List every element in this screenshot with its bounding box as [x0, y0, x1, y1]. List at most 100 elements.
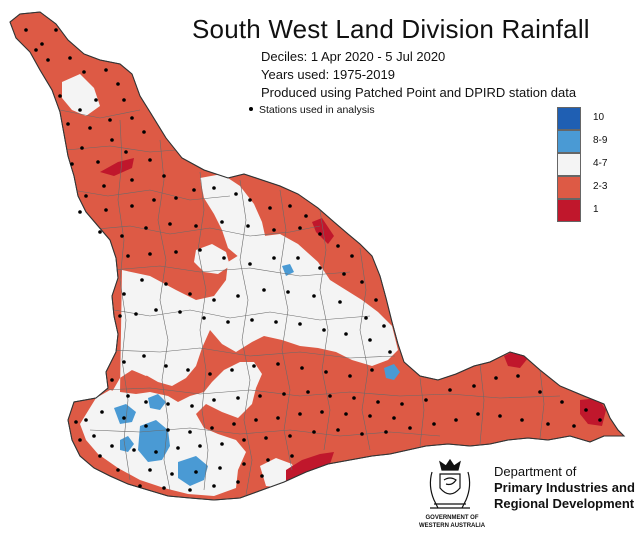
- years-used: Years used: 1975-2019: [261, 67, 395, 82]
- station-dot: [144, 424, 148, 428]
- station-dot: [300, 366, 304, 370]
- station-dot: [92, 434, 96, 438]
- station-dot: [220, 220, 224, 224]
- station-dot: [198, 444, 202, 448]
- station-dot: [286, 290, 290, 294]
- station-dot: [328, 394, 332, 398]
- department-line-3: Regional Development: [494, 496, 635, 511]
- station-dot: [162, 174, 166, 178]
- station-dot: [124, 150, 128, 154]
- region-decile-8-9-b: [178, 456, 208, 486]
- station-dot: [130, 204, 134, 208]
- region-decile-1-north: [100, 158, 134, 176]
- station-dot: [290, 454, 294, 458]
- station-dot: [78, 438, 82, 442]
- station-dot: [336, 244, 340, 248]
- wa-government-crest-icon: [429, 458, 471, 509]
- station-dot: [288, 204, 292, 208]
- station-dot: [598, 418, 602, 422]
- legend-label-10: 10: [593, 112, 605, 123]
- station-dot: [212, 186, 216, 190]
- station-dot: [306, 390, 310, 394]
- legend-swatch-8-9: [557, 130, 581, 153]
- station-dot: [142, 354, 146, 358]
- region-decile-4-7-east: [200, 174, 266, 258]
- station-dot: [194, 470, 198, 474]
- station-dot: [54, 28, 58, 32]
- station-dot: [46, 58, 50, 62]
- department-line-1: Department of: [494, 464, 577, 479]
- station-dot: [138, 484, 142, 488]
- station-dot: [572, 424, 576, 428]
- station-dot: [236, 294, 240, 298]
- station-dot: [360, 280, 364, 284]
- station-dot: [164, 364, 168, 368]
- station-dot: [246, 224, 250, 228]
- station-dot: [498, 414, 502, 418]
- station-dot: [98, 454, 102, 458]
- station-dot: [322, 328, 326, 332]
- station-dot: [304, 214, 308, 218]
- station-dot: [116, 468, 120, 472]
- station-dot: [188, 430, 192, 434]
- station-dot: [58, 94, 62, 98]
- station-dot: [84, 418, 88, 422]
- station-dot: [68, 56, 72, 60]
- station-dot: [148, 158, 152, 162]
- station-dot: [212, 398, 216, 402]
- station-dot: [166, 428, 170, 432]
- region-decile-4-7-north: [62, 74, 100, 116]
- station-dot: [166, 402, 170, 406]
- station-dot: [222, 256, 226, 260]
- station-dot: [264, 436, 268, 440]
- station-dot: [298, 322, 302, 326]
- station-dot: [318, 232, 322, 236]
- station-dot: [122, 416, 126, 420]
- station-dot: [126, 254, 130, 258]
- station-dot: [298, 412, 302, 416]
- region-decile-8-9-d: [148, 394, 166, 410]
- station-dot: [424, 398, 428, 402]
- station-dot: [400, 402, 404, 406]
- station-dot: [250, 318, 254, 322]
- station-dot: [148, 468, 152, 472]
- station-dot: [130, 116, 134, 120]
- station-dot: [154, 450, 158, 454]
- station-dot: [100, 410, 104, 414]
- station-dot: [376, 400, 380, 404]
- station-dot: [176, 446, 180, 450]
- station-dot: [84, 194, 88, 198]
- region-decile-8-9-g: [120, 436, 134, 452]
- station-dot: [272, 228, 276, 232]
- station-dot: [392, 416, 396, 420]
- station-dot: [236, 480, 240, 484]
- station-dot: [142, 130, 146, 134]
- station-dot: [202, 316, 206, 320]
- station-dot: [276, 416, 280, 420]
- legend-label-8-9: 8-9: [593, 135, 608, 146]
- station-dot: [208, 372, 212, 376]
- station-dot: [40, 42, 44, 46]
- legend-swatch-4-7: [557, 153, 581, 176]
- station-dot: [360, 432, 364, 436]
- station-dot: [242, 438, 246, 442]
- station-dot: [374, 298, 378, 302]
- station-dot: [312, 294, 316, 298]
- station-dot: [110, 138, 114, 142]
- legend-swatch-1: [557, 199, 581, 222]
- legend-label-4-7: 4-7: [593, 158, 608, 169]
- station-dot: [232, 422, 236, 426]
- station-dot: [252, 364, 256, 368]
- station-dot: [274, 320, 278, 324]
- government-line-2: WESTERN AUSTRALIA: [418, 523, 486, 529]
- station-dot: [248, 262, 252, 266]
- station-dot: [218, 466, 222, 470]
- station-dot: [178, 310, 182, 314]
- department-line-2: Primary Industries and: [494, 480, 635, 495]
- station-dot: [276, 362, 280, 366]
- station-dot: [212, 298, 216, 302]
- station-dot-icon: [249, 107, 253, 112]
- station-dot: [98, 230, 102, 234]
- station-dot: [230, 368, 234, 372]
- stations-label: Stations used in analysis: [259, 104, 375, 116]
